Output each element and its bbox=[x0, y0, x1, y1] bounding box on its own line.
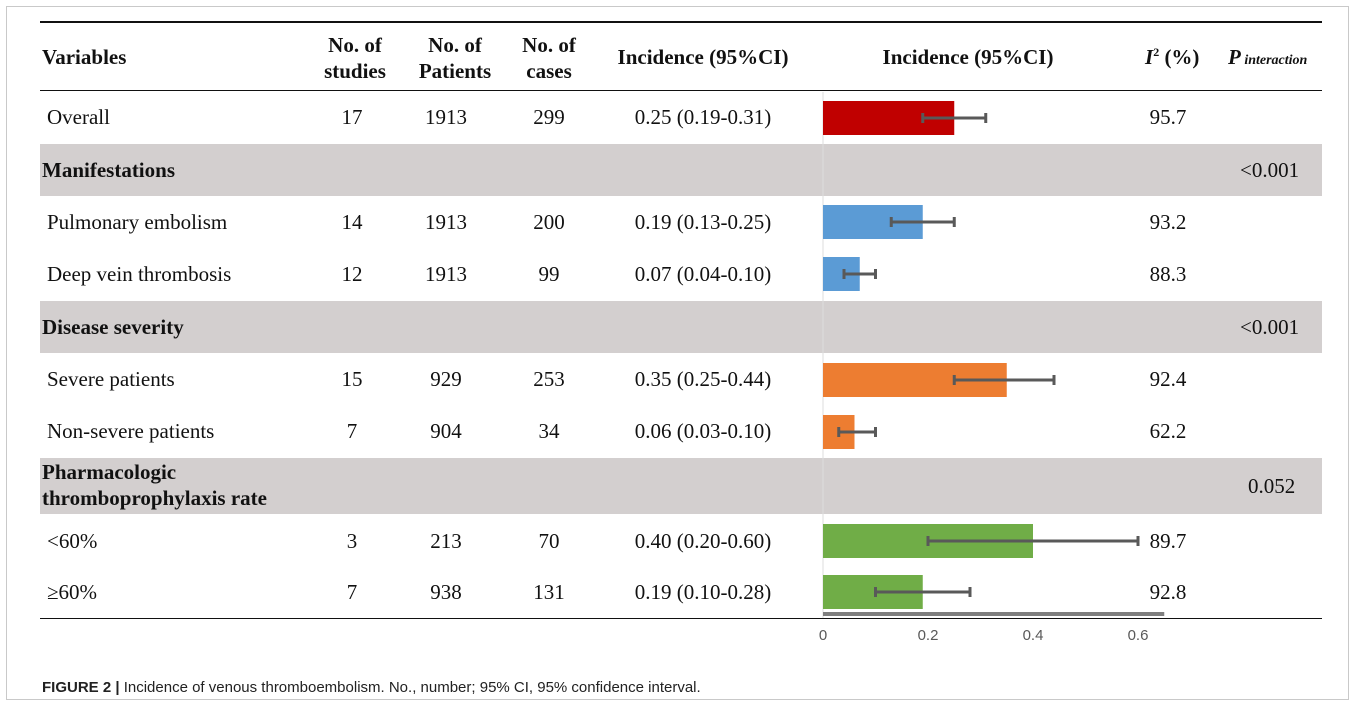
row-studies-under-60: 3 bbox=[346, 529, 358, 553]
row-i2-severe-patients: 92.4 bbox=[1149, 367, 1187, 391]
header-patients-1: No. of bbox=[428, 33, 482, 57]
row-ci-over-60: 0.19 (0.10-0.28) bbox=[634, 580, 772, 604]
row-patients-deep-vein-thrombosis: 1913 bbox=[425, 262, 467, 286]
row-i2-over-60: 92.8 bbox=[1149, 580, 1187, 604]
row-patients-non-severe-patients: 904 bbox=[430, 419, 462, 443]
row-cases-severe-patients: 253 bbox=[533, 367, 565, 391]
group-label-manifestations: Manifestations bbox=[42, 158, 175, 182]
header-p-letter: P bbox=[1228, 45, 1241, 69]
header-studies-2: studies bbox=[324, 59, 386, 83]
row-label-pulmonary-embolism: Pulmonary embolism bbox=[47, 210, 228, 234]
top-rule bbox=[40, 21, 1322, 23]
row-label-non-severe-patients: Non-severe patients bbox=[47, 419, 215, 443]
header-p-interaction: P interaction bbox=[1228, 45, 1307, 70]
row-ci-pulmonary-embolism: 0.19 (0.13-0.25) bbox=[634, 210, 772, 234]
row-cases-overall: 299 bbox=[533, 105, 565, 129]
row-i2-non-severe-patients: 62.2 bbox=[1149, 419, 1187, 443]
row-studies-non-severe-patients: 7 bbox=[346, 419, 358, 443]
group-p-manifestations: <0.001 bbox=[1240, 158, 1300, 182]
group-p-thromboprophylaxis: 0.052 bbox=[1248, 474, 1296, 498]
header-incidence-plot: Incidence (95%CI) bbox=[882, 45, 1054, 69]
row-i2-pulmonary-embolism: 93.2 bbox=[1149, 210, 1187, 234]
group-band-disease-severity bbox=[40, 301, 1322, 353]
group-band-thromboprophylaxis bbox=[40, 458, 1322, 514]
row-ci-non-severe-patients: 0.06 (0.03-0.10) bbox=[634, 419, 772, 443]
row-cases-over-60: 131 bbox=[533, 580, 565, 604]
x-tick-label-2: 0.4 bbox=[1023, 627, 1044, 644]
row-studies-deep-vein-thrombosis: 12 bbox=[341, 262, 363, 286]
row-cases-deep-vein-thrombosis: 99 bbox=[538, 262, 560, 286]
row-cases-under-60: 70 bbox=[538, 529, 560, 553]
row-ci-under-60: 0.40 (0.20-0.60) bbox=[634, 529, 772, 553]
caption-text: Incidence of venous thromboembolism. No.… bbox=[119, 679, 701, 696]
header-i2: I2 (%) bbox=[1145, 45, 1199, 70]
group-label-thromboprophylaxis-1: Pharmacologic bbox=[42, 460, 177, 484]
header-incidence-text: Incidence (95%CI) bbox=[617, 45, 789, 69]
row-patients-over-60: 938 bbox=[430, 580, 462, 604]
row-cases-non-severe-patients: 34 bbox=[538, 419, 560, 443]
header-cases-2: cases bbox=[526, 59, 572, 83]
header-i2-letter: I bbox=[1145, 45, 1154, 69]
row-patients-overall: 1913 bbox=[425, 105, 467, 129]
row-ci-overall: 0.25 (0.19-0.31) bbox=[634, 105, 772, 129]
header-variables: Variables bbox=[42, 45, 127, 69]
header-p-sub: interaction bbox=[1240, 53, 1308, 68]
row-studies-overall: 17 bbox=[341, 105, 363, 129]
x-tick-label-3: 0.6 bbox=[1128, 627, 1149, 644]
header-cases-1: No. of bbox=[522, 33, 576, 57]
figure-frame bbox=[6, 6, 1349, 700]
group-label-thromboprophylaxis-2: thromboprophylaxis rate bbox=[42, 486, 267, 510]
row-label-under-60: <60% bbox=[47, 529, 98, 553]
bottom-rule bbox=[40, 618, 1322, 619]
group-label-disease-severity: Disease severity bbox=[42, 315, 184, 339]
row-label-deep-vein-thrombosis: Deep vein thrombosis bbox=[47, 262, 232, 286]
header-i2-unit: (%) bbox=[1159, 45, 1200, 69]
row-i2-overall: 95.7 bbox=[1149, 105, 1187, 129]
row-studies-over-60: 7 bbox=[346, 580, 358, 604]
header-i2-sup: 2 bbox=[1153, 45, 1160, 59]
row-cases-pulmonary-embolism: 200 bbox=[533, 210, 565, 234]
row-label-severe-patients: Severe patients bbox=[47, 367, 175, 391]
row-i2-under-60: 89.7 bbox=[1149, 529, 1187, 553]
header-studies-1: No. of bbox=[328, 33, 382, 57]
row-studies-severe-patients: 15 bbox=[341, 367, 363, 391]
row-ci-deep-vein-thrombosis: 0.07 (0.04-0.10) bbox=[634, 262, 772, 286]
row-patients-under-60: 213 bbox=[430, 529, 462, 553]
caption-label: FIGURE 2 | bbox=[42, 679, 120, 696]
row-studies-pulmonary-embolism: 14 bbox=[341, 210, 363, 234]
row-label-overall: Overall bbox=[47, 105, 110, 129]
group-p-disease-severity: <0.001 bbox=[1240, 315, 1300, 339]
group-band-manifestations bbox=[40, 144, 1322, 196]
row-ci-severe-patients: 0.35 (0.25-0.44) bbox=[634, 367, 772, 391]
header-rule bbox=[40, 90, 1322, 91]
header-patients-2: Patients bbox=[418, 59, 492, 83]
figure-caption: FIGURE 2 | Incidence of venous thromboem… bbox=[42, 679, 701, 696]
x-tick-label-0: 0 bbox=[819, 627, 827, 644]
x-tick-label-1: 0.2 bbox=[918, 627, 939, 644]
row-patients-severe-patients: 929 bbox=[430, 367, 462, 391]
row-i2-deep-vein-thrombosis: 88.3 bbox=[1149, 262, 1187, 286]
row-label-over-60: ≥60% bbox=[47, 580, 98, 604]
row-patients-pulmonary-embolism: 1913 bbox=[425, 210, 467, 234]
